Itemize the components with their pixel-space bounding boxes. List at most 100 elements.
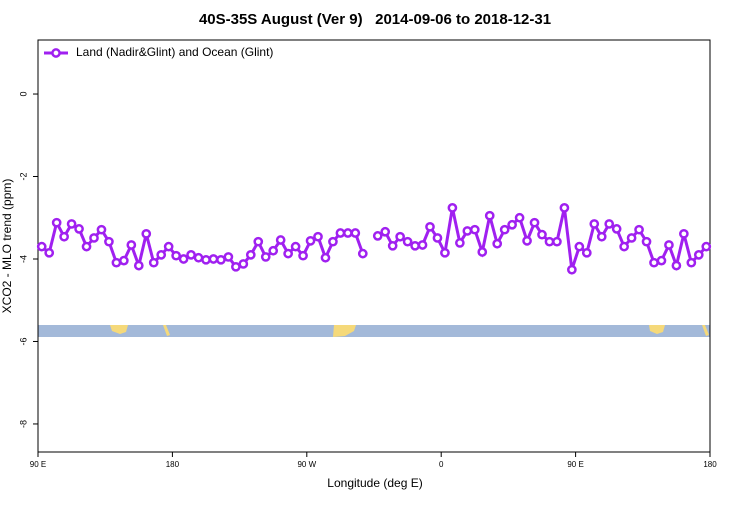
y-tick-label: 0 <box>18 92 28 97</box>
data-point <box>552 236 562 247</box>
data-point <box>260 252 271 262</box>
data-point <box>238 259 249 269</box>
map-strip <box>38 325 710 337</box>
data-point <box>350 228 361 238</box>
data-point <box>671 260 682 271</box>
data-point <box>171 250 181 261</box>
data-point <box>574 241 585 252</box>
data-point <box>357 248 368 259</box>
data-point <box>649 257 659 268</box>
y-tick-label: -4 <box>18 255 28 263</box>
data-point <box>499 224 510 235</box>
data-point <box>66 219 77 229</box>
y-tick-label: -8 <box>18 420 28 428</box>
x-axis-label: Longitude (deg E) <box>327 476 422 490</box>
data-point <box>693 250 704 260</box>
data-point <box>59 231 69 242</box>
x-tick-label: 90 E <box>567 460 583 469</box>
data-point <box>178 254 189 264</box>
data-point <box>544 236 555 247</box>
data-point <box>223 252 234 262</box>
plot-frame <box>37 39 711 453</box>
data-point <box>283 248 293 259</box>
data-point <box>664 240 674 250</box>
data-point <box>104 236 114 247</box>
data-point <box>604 219 615 229</box>
data-point <box>216 254 226 265</box>
data-point <box>529 217 540 228</box>
data-point <box>440 247 450 258</box>
data-point <box>425 221 435 232</box>
data-point <box>589 219 600 229</box>
data-point <box>559 203 570 213</box>
data-point <box>96 224 107 235</box>
data-point <box>380 226 391 237</box>
data-point <box>387 240 398 251</box>
data-point <box>133 260 144 271</box>
data-point <box>36 241 47 252</box>
data-point <box>119 255 129 266</box>
data-point <box>328 236 338 247</box>
data-point <box>395 231 405 242</box>
data-point <box>656 255 667 266</box>
data-point <box>335 228 346 238</box>
data-point <box>51 217 62 228</box>
data-point <box>477 247 488 257</box>
data-point <box>141 228 152 239</box>
data-point <box>402 236 413 247</box>
data-point <box>290 241 301 252</box>
data-point <box>492 238 503 249</box>
data-point <box>410 240 420 251</box>
data-point <box>641 236 652 247</box>
data-point <box>193 252 204 263</box>
data-point <box>163 241 174 252</box>
legend-label: Land (Nadir&Glint) and Ocean (Glint) <box>76 45 273 59</box>
data-point <box>469 224 480 235</box>
data-point <box>567 264 577 275</box>
data-point <box>701 241 712 252</box>
data-point <box>507 219 517 230</box>
data-point <box>44 247 55 258</box>
y-tick-label: -2 <box>18 173 28 181</box>
data-point <box>320 252 331 263</box>
data-point <box>208 254 219 264</box>
data-point <box>148 257 159 268</box>
x-tick-label: 0 <box>439 460 444 469</box>
data-point <box>447 203 458 213</box>
y-axis-label: XCO2 - MLO trend (ppm) <box>0 179 14 314</box>
data-point <box>201 254 211 265</box>
data-point <box>634 224 644 235</box>
x-tick-label: 180 <box>166 460 180 469</box>
data-point <box>596 231 607 242</box>
data-point <box>156 250 167 260</box>
data-point <box>313 231 323 242</box>
data-point <box>126 240 137 250</box>
x-tick-label: 90 E <box>30 460 46 469</box>
data-point <box>611 224 622 234</box>
data-point <box>581 247 592 258</box>
data-point <box>372 231 383 241</box>
data-point <box>626 233 637 243</box>
data-point <box>484 210 495 221</box>
data-point <box>417 240 428 250</box>
data-point <box>186 250 196 260</box>
x-tick-label: 90 W <box>297 460 316 469</box>
data-point <box>275 235 286 245</box>
data-point <box>455 238 465 248</box>
y-tick-label: -6 <box>18 337 28 345</box>
data-point <box>89 233 99 243</box>
data-point <box>253 236 264 247</box>
data-point <box>298 250 308 261</box>
data-point <box>619 241 629 252</box>
chart-title: 40S-35S August (Ver 9) 2014-09-06 to 201… <box>199 11 551 28</box>
data-point <box>537 229 547 240</box>
data-point <box>462 226 473 236</box>
data-point <box>686 257 697 268</box>
data-point <box>432 233 443 243</box>
data-point <box>111 257 122 268</box>
data-point <box>343 228 353 238</box>
data-point <box>231 261 241 272</box>
data-point <box>514 212 525 223</box>
data-point <box>74 224 84 234</box>
